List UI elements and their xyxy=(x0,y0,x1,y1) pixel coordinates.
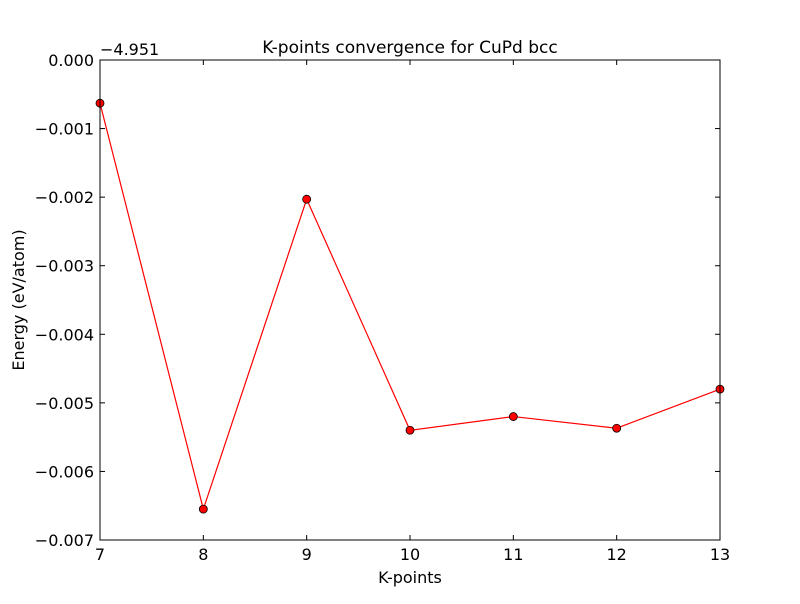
ticks-layer: 7 8 9 10 11 12 13 0.000 −0.001 −0.002 −0.003 −0.004… xyxy=(35,51,730,564)
x-tick-label: 9 xyxy=(302,545,312,564)
x-axis-label: K-points xyxy=(378,568,442,587)
y-offset-label: −4.951 xyxy=(100,40,159,59)
data-point xyxy=(198,504,208,514)
data-point xyxy=(612,423,622,433)
y-tick-label: −0.006 xyxy=(35,462,94,481)
y-axis-label: Energy (eV/atom) xyxy=(9,229,28,370)
series-line xyxy=(99,103,721,512)
data-point xyxy=(508,412,518,421)
plot-frame xyxy=(99,59,721,541)
data-point xyxy=(302,194,312,204)
y-tick-label: −0.004 xyxy=(35,325,94,344)
y-tick-label: −0.001 xyxy=(35,120,94,139)
y-tick-label: −0.003 xyxy=(35,257,94,276)
x-tick-label: 13 xyxy=(710,545,730,564)
x-tick-label: 12 xyxy=(606,545,626,564)
y-tick-label: −0.002 xyxy=(35,188,94,207)
y-tick-label: −0.007 xyxy=(35,531,94,550)
chart-title: K-points convergence for CuPd bcc xyxy=(262,38,557,58)
x-tick-label: 7 xyxy=(95,545,105,564)
series-layer xyxy=(95,98,725,514)
y-tick-label: −0.005 xyxy=(35,394,94,413)
x-tick-label: 11 xyxy=(503,545,523,564)
data-point xyxy=(405,425,415,435)
x-tick-label: 8 xyxy=(198,545,208,564)
y-tick-label: 0.000 xyxy=(48,51,94,70)
x-tick-label: 10 xyxy=(400,545,420,564)
